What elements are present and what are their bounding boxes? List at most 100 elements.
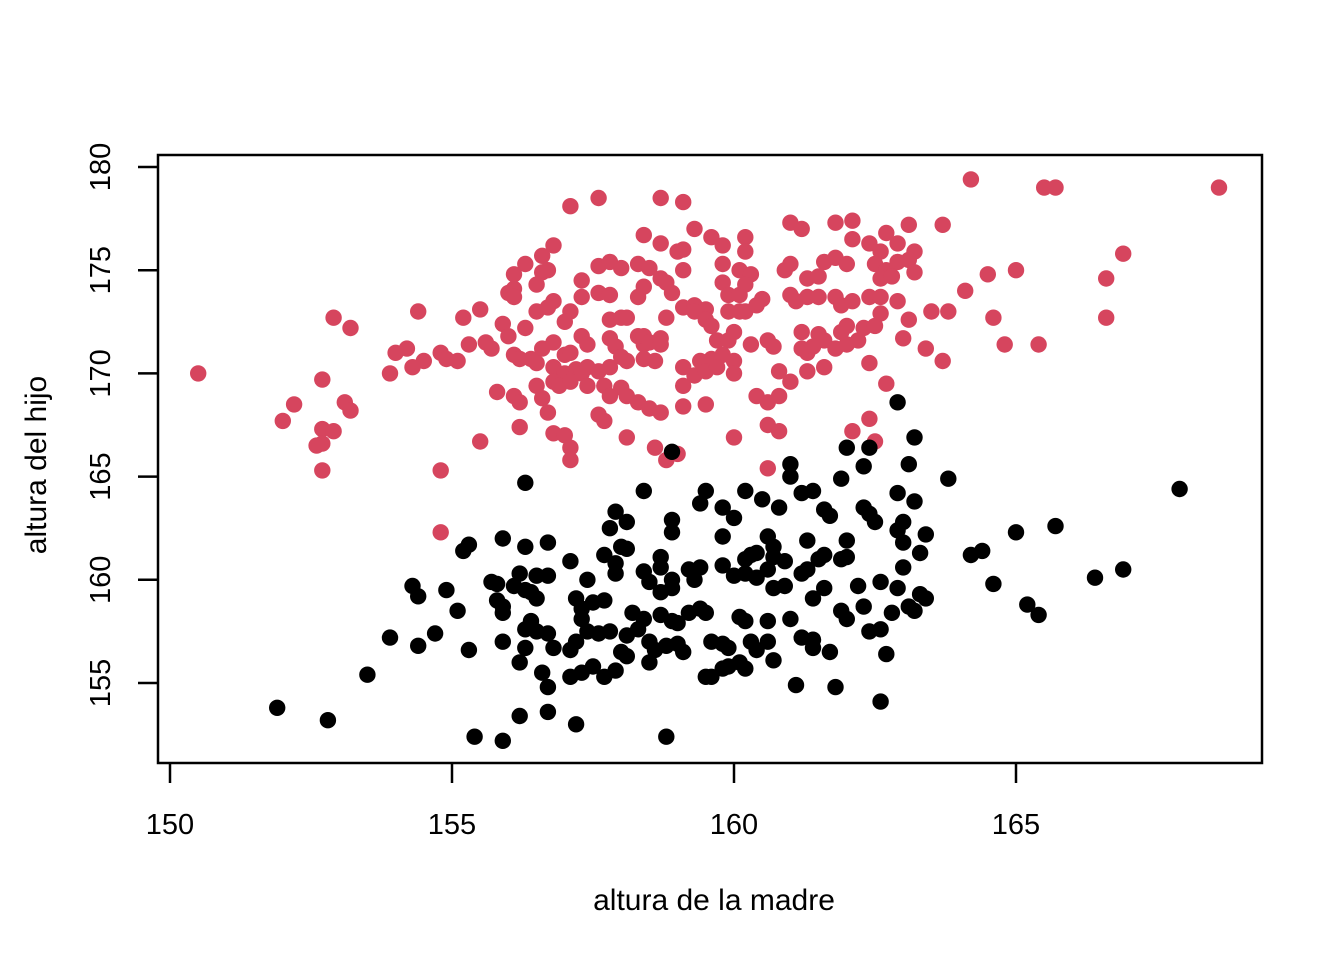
data-point bbox=[539, 404, 557, 421]
data-point bbox=[325, 309, 342, 326]
data-point bbox=[849, 332, 867, 349]
data-point bbox=[872, 573, 889, 591]
data-point bbox=[923, 303, 940, 320]
data-point bbox=[703, 229, 720, 246]
data-point bbox=[776, 577, 793, 595]
data-point bbox=[917, 340, 934, 357]
data-point bbox=[759, 633, 776, 650]
data-point bbox=[663, 443, 681, 460]
data-point bbox=[342, 319, 359, 337]
data-point bbox=[511, 350, 528, 368]
data-point bbox=[714, 499, 731, 516]
data-point bbox=[686, 220, 703, 238]
data-point bbox=[979, 266, 996, 283]
data-point bbox=[883, 604, 901, 621]
data-point bbox=[770, 363, 788, 380]
data-point bbox=[720, 639, 737, 657]
data-point bbox=[917, 590, 934, 607]
data-point bbox=[618, 648, 635, 665]
data-point bbox=[596, 592, 613, 609]
data-point bbox=[505, 266, 523, 283]
data-point bbox=[460, 641, 478, 659]
data-point bbox=[652, 189, 669, 207]
y-axis: 155 160 165 170 175 180 bbox=[85, 143, 158, 707]
data-point bbox=[844, 293, 861, 310]
data-point bbox=[1007, 524, 1025, 541]
data-point bbox=[635, 226, 652, 244]
data-point bbox=[579, 377, 596, 394]
data-point bbox=[883, 268, 901, 285]
data-point bbox=[381, 629, 399, 646]
data-point bbox=[601, 387, 619, 405]
data-point bbox=[534, 390, 551, 407]
plot-box bbox=[156, 153, 1264, 765]
data-point bbox=[714, 255, 731, 273]
data-point bbox=[917, 526, 934, 543]
x-tick-label: 160 bbox=[710, 809, 758, 841]
y-tick-label: 165 bbox=[85, 452, 117, 500]
data-point bbox=[579, 336, 596, 353]
data-point bbox=[398, 340, 416, 357]
data-point bbox=[855, 458, 872, 475]
data-point bbox=[663, 284, 681, 302]
data-point bbox=[618, 627, 635, 644]
data-point bbox=[494, 530, 511, 547]
data-point bbox=[714, 528, 731, 545]
data-point bbox=[900, 456, 917, 473]
data-point bbox=[483, 340, 500, 357]
data-point bbox=[511, 707, 528, 725]
data-point bbox=[517, 319, 534, 337]
data-point bbox=[878, 375, 895, 392]
y-axis-title: altura del hijo bbox=[20, 376, 53, 554]
data-point bbox=[274, 412, 291, 430]
data-point bbox=[1171, 480, 1188, 498]
data-point bbox=[714, 557, 731, 574]
data-point bbox=[488, 383, 506, 401]
data-point bbox=[861, 410, 878, 427]
data-point bbox=[545, 639, 562, 657]
data-point bbox=[816, 546, 833, 564]
data-point bbox=[957, 282, 974, 299]
data-point bbox=[838, 548, 855, 566]
data-point bbox=[584, 658, 602, 675]
data-point bbox=[821, 643, 839, 661]
data-point bbox=[472, 301, 489, 318]
data-point bbox=[381, 365, 399, 382]
data-point bbox=[539, 262, 557, 279]
data-point bbox=[708, 332, 726, 349]
data-point bbox=[1030, 336, 1047, 353]
data-point bbox=[488, 575, 506, 593]
data-point bbox=[974, 542, 991, 560]
data-point bbox=[906, 602, 923, 619]
data-point bbox=[539, 299, 557, 316]
data-point bbox=[799, 561, 816, 578]
data-point bbox=[675, 377, 692, 394]
data-point bbox=[658, 728, 675, 745]
data-point bbox=[675, 359, 692, 376]
data-point bbox=[432, 524, 449, 541]
data-point bbox=[663, 511, 681, 529]
data-point bbox=[804, 639, 822, 657]
data-point bbox=[1030, 606, 1047, 624]
data-point bbox=[314, 371, 331, 388]
data-point bbox=[1210, 179, 1228, 196]
data-point bbox=[985, 575, 1002, 593]
data-point bbox=[759, 612, 776, 630]
data-point bbox=[652, 584, 669, 601]
data-point bbox=[567, 716, 585, 733]
data-point bbox=[810, 288, 827, 306]
data-point bbox=[838, 439, 855, 456]
data-point bbox=[449, 602, 466, 619]
data-point bbox=[652, 235, 669, 252]
data-point bbox=[562, 439, 579, 456]
data-point bbox=[1098, 309, 1115, 326]
data-point bbox=[511, 418, 528, 436]
data-point bbox=[940, 470, 957, 487]
data-point bbox=[675, 643, 692, 661]
data-point bbox=[269, 699, 286, 716]
data-point bbox=[675, 398, 692, 415]
data-point bbox=[838, 255, 855, 273]
data-point bbox=[539, 678, 557, 696]
